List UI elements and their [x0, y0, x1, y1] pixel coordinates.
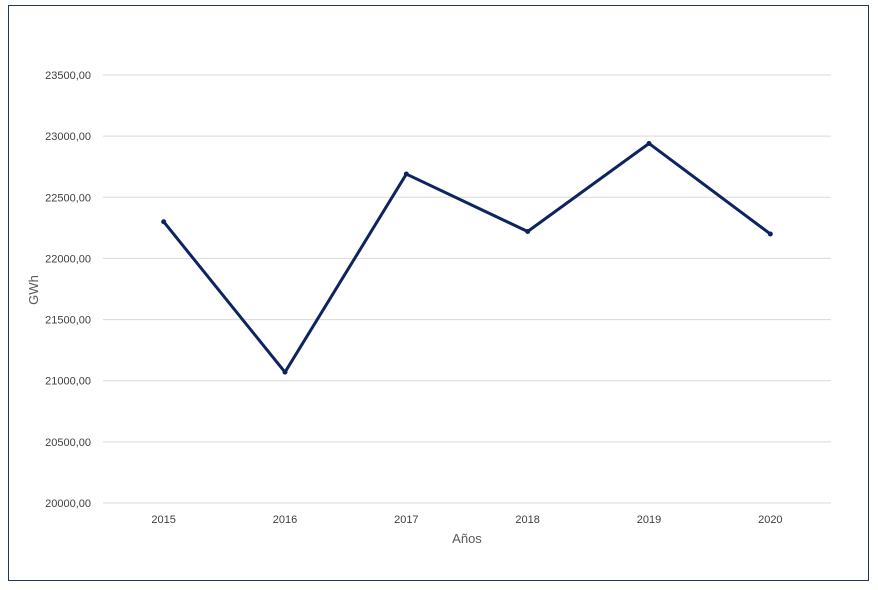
data-point — [282, 369, 288, 375]
x-axis-tick-labels: 2015 2016 2017 2018 2019 2020 — [151, 514, 782, 526]
y-tick-label: 23500,00 — [45, 70, 91, 82]
x-axis-title: Años — [452, 531, 482, 546]
x-tick-label: 2015 — [151, 514, 175, 526]
x-tick-label: 2019 — [637, 514, 661, 526]
chart-frame — [8, 5, 869, 581]
y-tick-label: 20500,00 — [45, 437, 91, 449]
series-layer — [161, 140, 773, 375]
y-tick-label: 20000,00 — [45, 498, 91, 510]
data-point — [403, 171, 409, 177]
x-tick-label: 2017 — [394, 514, 418, 526]
x-tick-label: 2020 — [758, 514, 782, 526]
y-axis-tick-labels: 20000,00 20500,00 21000,00 21500,00 22000,00… — [45, 70, 91, 510]
x-tick-label: 2016 — [273, 514, 297, 526]
y-tick-label: 21500,00 — [45, 315, 91, 327]
data-point — [646, 140, 652, 146]
y-tick-label: 23000,00 — [45, 131, 91, 143]
gridlines — [103, 74, 831, 504]
data-point — [525, 229, 531, 235]
data-point — [767, 231, 773, 237]
y-tick-label: 22000,00 — [45, 253, 91, 265]
x-tick-label: 2018 — [515, 514, 539, 526]
y-axis-title: GWh — [26, 275, 41, 305]
y-tick-label: 21000,00 — [45, 376, 91, 388]
data-point — [161, 219, 167, 225]
y-tick-label: 22500,00 — [45, 192, 91, 204]
series-line — [162, 141, 772, 374]
